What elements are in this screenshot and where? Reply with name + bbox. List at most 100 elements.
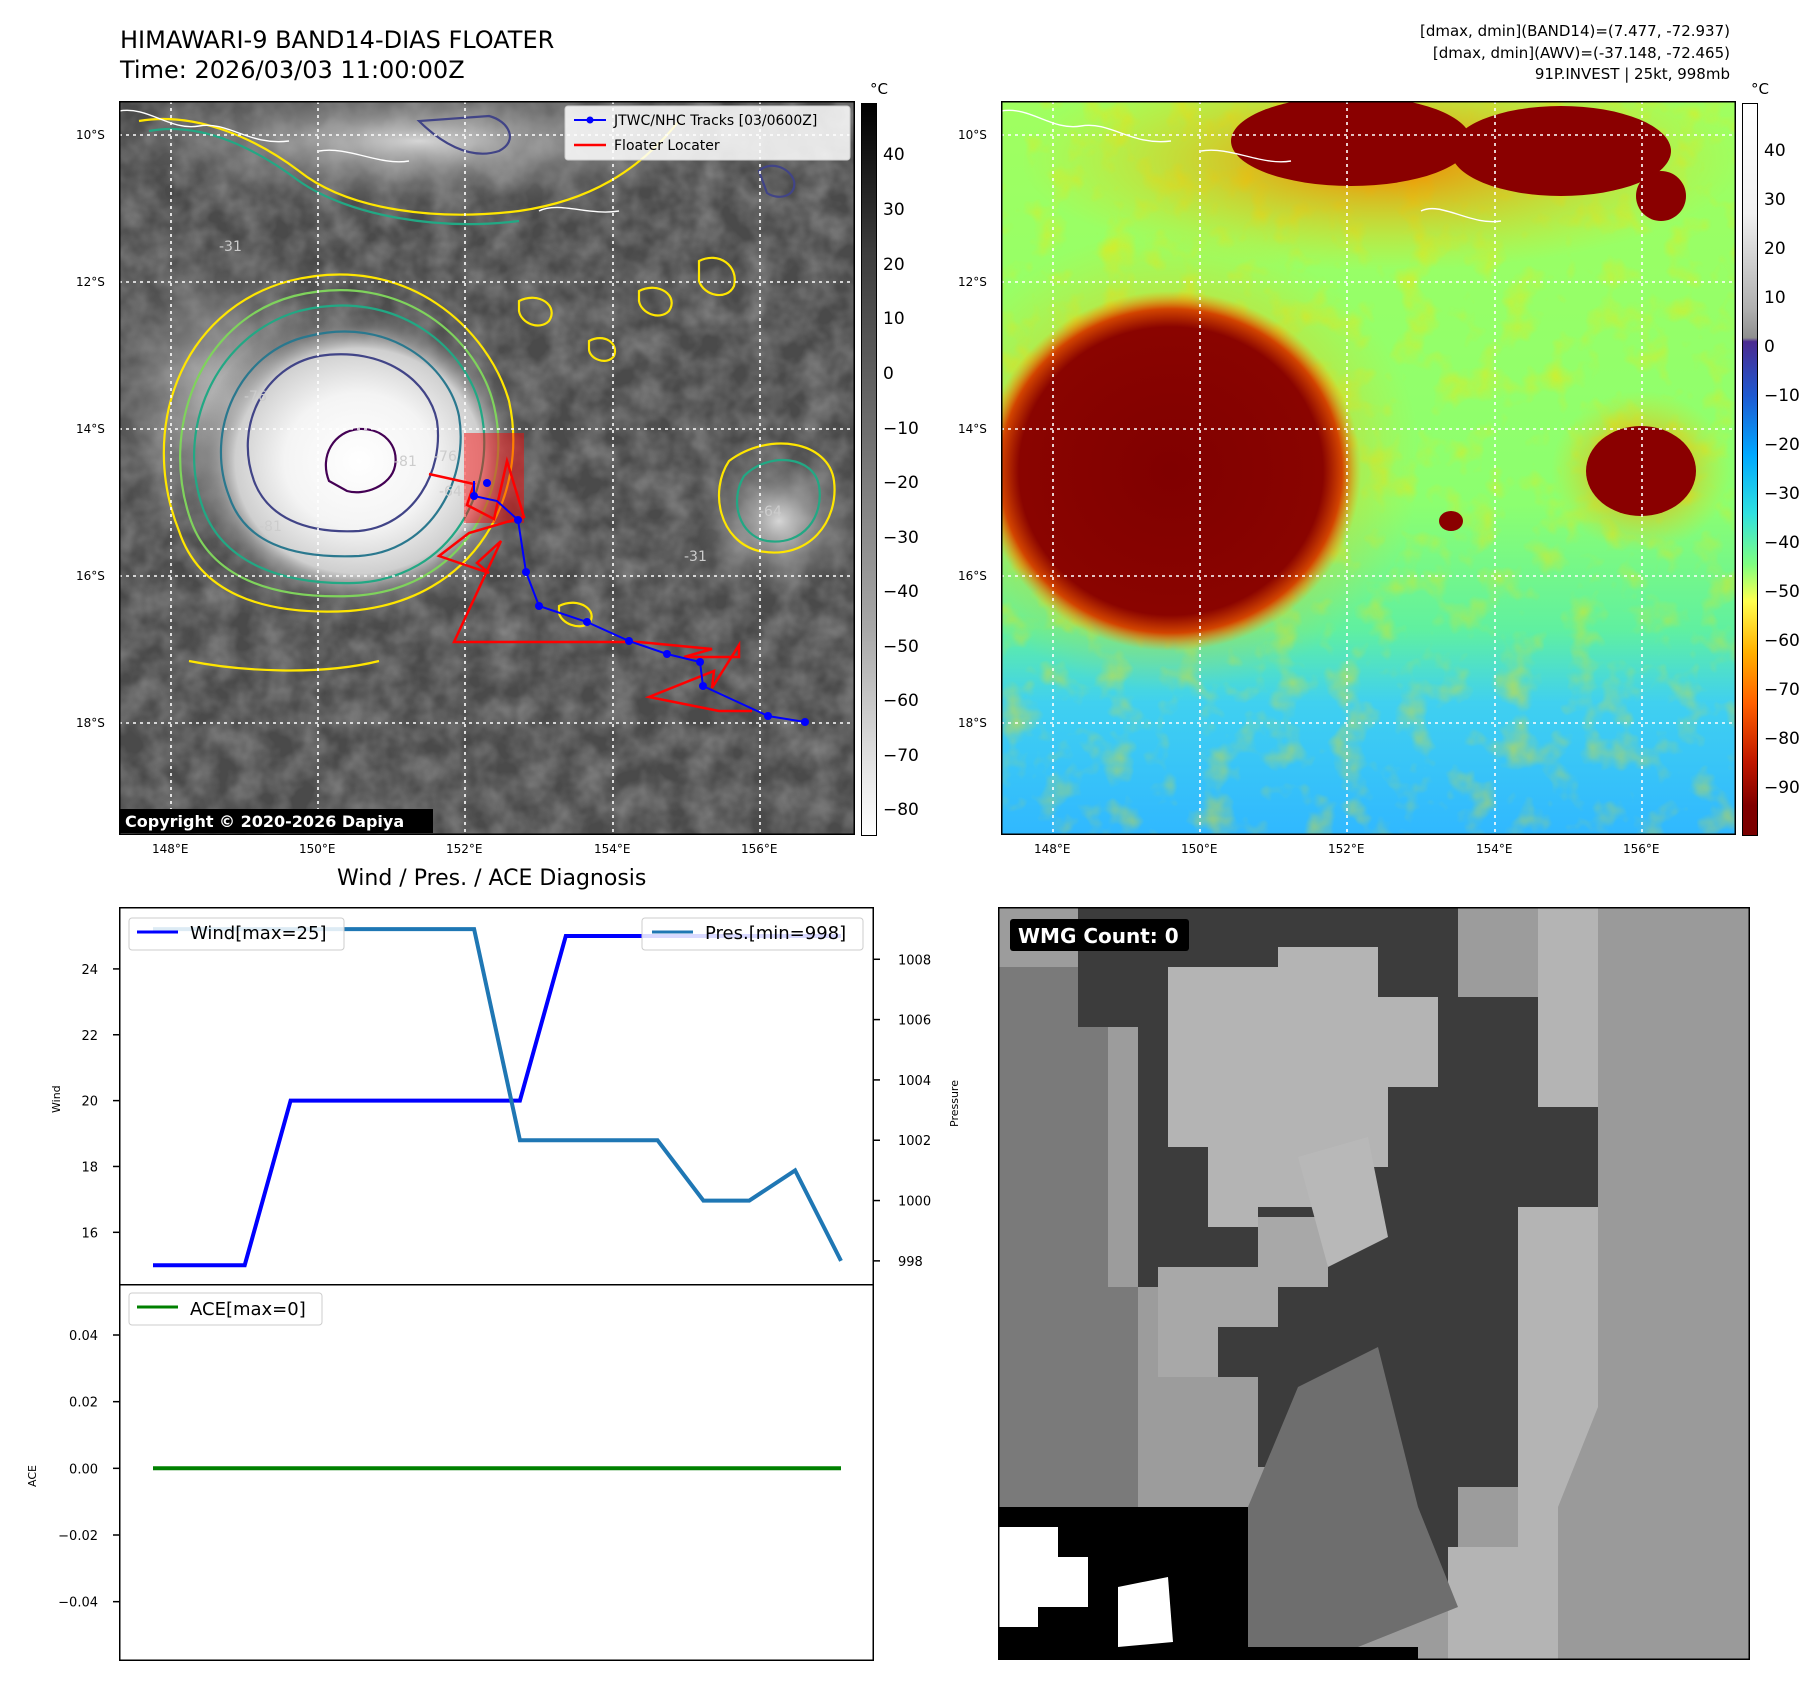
- y-tick-label: 0.00: [69, 1462, 98, 1477]
- colorbar-tick: 30: [883, 200, 905, 220]
- y-tick-label: 1004: [898, 1074, 931, 1089]
- y-tick-label: 24: [81, 963, 98, 978]
- colorbar-tick: 0: [1764, 337, 1775, 357]
- pressure-axis-label: Pressure: [948, 1080, 961, 1127]
- y-tick-label: 0.04: [69, 1329, 98, 1344]
- colorbar-tick: 0: [883, 364, 894, 384]
- colorbar-tick: 40: [883, 145, 905, 165]
- colorbar-tick: −30: [1764, 484, 1800, 504]
- colorbar-tick: −20: [1764, 435, 1800, 455]
- colorbar-tick: −50: [883, 637, 919, 657]
- awv-colorbar-unit: °C: [1751, 80, 1769, 98]
- info-line2: [dmax, dmin](AWV)=(-37.148, -72.465): [1432, 44, 1730, 62]
- lat-tick: 12°S: [958, 275, 987, 289]
- colorbar-tick: 20: [1764, 239, 1786, 259]
- lat-tick: 16°S: [958, 569, 987, 583]
- colorbar-tick: 30: [1764, 190, 1786, 210]
- pressure-legend: Pres.[min=998]: [641, 917, 864, 951]
- contour-label: -31: [219, 239, 242, 255]
- awv-colorbar: [1742, 103, 1758, 836]
- colorbar-tick: −90: [1764, 778, 1800, 798]
- y-tick-label: 18: [81, 1160, 98, 1175]
- colorbar-tick: −20: [883, 473, 919, 493]
- y-tick-label: 1002: [898, 1134, 931, 1149]
- colorbar-tick: −10: [883, 419, 919, 439]
- ir-colorbar-unit: °C: [870, 80, 888, 98]
- contour-label: -81: [259, 519, 282, 535]
- wind-axis-label: Wind: [50, 1085, 63, 1113]
- colorbar-tick: −40: [883, 582, 919, 602]
- awv-map-panel: [1001, 101, 1736, 835]
- lon-tick: 150°E: [1181, 842, 1218, 856]
- legend-entry-floater: Floater Locater: [614, 138, 720, 154]
- contour-label: -81: [394, 454, 417, 470]
- ace-axis-label: ACE: [26, 1465, 39, 1487]
- contour-label: -76: [244, 389, 267, 405]
- y-tick-label: 20: [81, 1095, 98, 1110]
- colorbar-tick: −50: [1764, 582, 1800, 602]
- lat-tick: 14°S: [76, 422, 105, 436]
- colorbar-tick: −10: [1764, 386, 1800, 406]
- y-tick-label: 16: [81, 1226, 98, 1241]
- copyright-text: Copyright © 2020-2026 Dapiya: [125, 812, 404, 831]
- pressure-legend-label: Pres.[min=998]: [705, 923, 846, 944]
- lat-tick: 18°S: [76, 716, 105, 730]
- contour-label: -76: [434, 449, 457, 465]
- y-tick-label: 1000: [898, 1195, 931, 1210]
- lat-tick: 10°S: [958, 128, 987, 142]
- y-tick-label: 998: [898, 1255, 923, 1270]
- lat-tick: 10°S: [76, 128, 105, 142]
- contour-label: -64: [759, 504, 782, 520]
- figure-title-line1: HIMAWARI-9 BAND14-DIAS FLOATER: [120, 26, 555, 54]
- lat-tick: 18°S: [958, 716, 987, 730]
- wind-legend-label: Wind[max=25]: [190, 923, 327, 944]
- y-tick-label: 1008: [898, 953, 931, 968]
- ir-legend: JTWC/NHC Tracks [03/0600Z] Floater Locat…: [564, 105, 851, 161]
- y-tick-label: 0.02: [69, 1396, 98, 1411]
- colorbar-tick: −70: [883, 746, 919, 766]
- lon-tick: 154°E: [594, 842, 631, 856]
- lat-tick: 14°S: [958, 422, 987, 436]
- figure-title-line2: Time: 2026/03/03 11:00:00Z: [120, 56, 465, 84]
- legend-entry-track: JTWC/NHC Tracks [03/0600Z]: [613, 113, 817, 129]
- y-tick-label: 1006: [898, 1014, 931, 1029]
- colorbar-tick: −60: [1764, 631, 1800, 651]
- colorbar-tick: −80: [1764, 729, 1800, 749]
- wmg-count-label: WMG Count: 0: [1018, 924, 1179, 948]
- ir-map-panel: -76 -81 -64 -31 -76 -64 -31 -81 JTWC/NHC…: [119, 101, 855, 835]
- y-tick-label: 22: [81, 1029, 98, 1044]
- lon-tick: 150°E: [299, 842, 336, 856]
- colorbar-tick: −80: [883, 800, 919, 820]
- wind-legend: Wind[max=25]: [128, 917, 345, 951]
- colorbar-tick: 20: [883, 255, 905, 275]
- lon-tick: 148°E: [1034, 842, 1071, 856]
- colorbar-tick: 40: [1764, 141, 1786, 161]
- lat-tick: 12°S: [76, 275, 105, 289]
- pressure-series-line: [153, 927, 843, 1262]
- colorbar-tick: −60: [883, 691, 919, 711]
- colorbar-tick: −70: [1764, 680, 1800, 700]
- lat-tick: 16°S: [76, 569, 105, 583]
- info-line3: 91P.INVEST | 25kt, 998mb: [1534, 65, 1730, 83]
- ace-legend: ACE[max=0]: [128, 1292, 323, 1326]
- contour-label: -64: [439, 484, 462, 500]
- y-tick-label: −0.04: [58, 1596, 98, 1611]
- lon-tick: 156°E: [1623, 842, 1660, 856]
- wind-series-line: [153, 934, 841, 1268]
- wmg-panel: WMG Count: 0: [998, 907, 1750, 1660]
- colorbar-tick: −40: [1764, 533, 1800, 553]
- lon-tick: 154°E: [1476, 842, 1513, 856]
- info-line1: [dmax, dmin](BAND14)=(7.477, -72.937): [1419, 22, 1730, 40]
- colorbar-tick: 10: [883, 309, 905, 329]
- lon-tick: 152°E: [446, 842, 483, 856]
- ir-colorbar: [861, 103, 877, 836]
- lon-tick: 152°E: [1328, 842, 1365, 856]
- ace-legend-label: ACE[max=0]: [190, 1299, 306, 1320]
- y-tick-label: −0.02: [58, 1529, 98, 1544]
- colorbar-tick: −30: [883, 528, 919, 548]
- diagnosis-title: Wind / Pres. / ACE Diagnosis: [337, 866, 647, 891]
- contour-label: -31: [684, 549, 707, 565]
- lon-tick: 148°E: [152, 842, 189, 856]
- lon-tick: 156°E: [741, 842, 778, 856]
